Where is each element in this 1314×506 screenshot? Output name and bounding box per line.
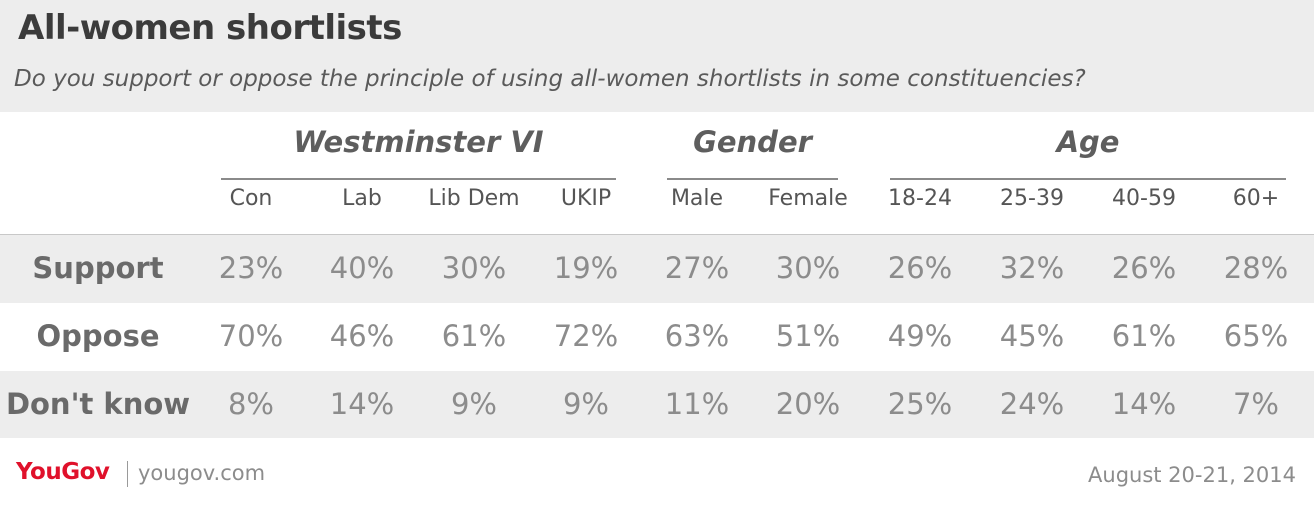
table-cell: 30% bbox=[775, 251, 841, 285]
group-title: Westminster VI bbox=[293, 125, 544, 159]
column-header: 40-59 bbox=[1112, 186, 1176, 211]
table-cell: 40% bbox=[329, 251, 395, 285]
group-title: Gender bbox=[693, 125, 812, 159]
table-cell: 9% bbox=[450, 387, 497, 421]
survey-date: August 20-21, 2014 bbox=[1088, 463, 1296, 487]
table-cell: 25% bbox=[887, 387, 953, 421]
header bbox=[0, 0, 1314, 112]
table-cell: 26% bbox=[887, 251, 953, 285]
table-cell: 19% bbox=[553, 251, 619, 285]
table-cell: 14% bbox=[1111, 387, 1177, 421]
group-underline bbox=[890, 178, 1286, 180]
table-row bbox=[0, 371, 1314, 439]
table-cell: 23% bbox=[218, 251, 284, 285]
table-cell: 11% bbox=[664, 387, 730, 421]
table-cell: 30% bbox=[441, 251, 507, 285]
table-cell: 61% bbox=[441, 319, 507, 353]
table-cell: 46% bbox=[329, 319, 395, 353]
column-header: Con bbox=[229, 186, 273, 211]
chart-subtitle: Do you support or oppose the principle o… bbox=[14, 66, 1086, 92]
table-cell: 72% bbox=[553, 319, 619, 353]
row-label: Don't know bbox=[5, 387, 191, 421]
column-header: Lib Dem bbox=[428, 186, 520, 211]
table-cell: 26% bbox=[1111, 251, 1177, 285]
table-row bbox=[0, 235, 1314, 303]
table-cell: 20% bbox=[775, 387, 841, 421]
table-cell: 7% bbox=[1232, 387, 1279, 421]
table-cell: 61% bbox=[1111, 319, 1177, 353]
table-cell: 49% bbox=[887, 319, 953, 353]
table-cell: 32% bbox=[999, 251, 1065, 285]
logo-separator bbox=[127, 461, 128, 487]
table-cell: 70% bbox=[218, 319, 284, 353]
table-cell: 14% bbox=[329, 387, 395, 421]
yougov-logo: YouGov bbox=[16, 459, 110, 485]
table-cell: 51% bbox=[775, 319, 841, 353]
group-underline bbox=[667, 178, 838, 180]
table-row bbox=[0, 303, 1314, 371]
group-title: Age bbox=[1056, 125, 1120, 159]
footer bbox=[0, 438, 1314, 506]
column-header: Male bbox=[670, 186, 724, 211]
chart-title: All-women shortlists bbox=[18, 8, 402, 48]
table-cell: 27% bbox=[664, 251, 730, 285]
table-cell: 63% bbox=[664, 319, 730, 353]
table-cell: 24% bbox=[999, 387, 1065, 421]
column-header: UKIP bbox=[560, 186, 612, 211]
column-header: 18-24 bbox=[888, 186, 952, 211]
table-cell: 45% bbox=[999, 319, 1065, 353]
group-underline bbox=[221, 178, 616, 180]
table-cell: 65% bbox=[1223, 319, 1289, 353]
column-header: 25-39 bbox=[1000, 186, 1064, 211]
column-header: 60+ bbox=[1232, 186, 1280, 211]
column-header: Female bbox=[768, 186, 848, 211]
row-label: Oppose bbox=[36, 319, 160, 353]
table-cell: 8% bbox=[227, 387, 274, 421]
table-cell: 28% bbox=[1223, 251, 1289, 285]
row-label: Support bbox=[32, 251, 164, 285]
column-header: Lab bbox=[342, 186, 382, 211]
footer-url: yougov.com bbox=[138, 461, 266, 485]
table-cell: 9% bbox=[562, 387, 609, 421]
